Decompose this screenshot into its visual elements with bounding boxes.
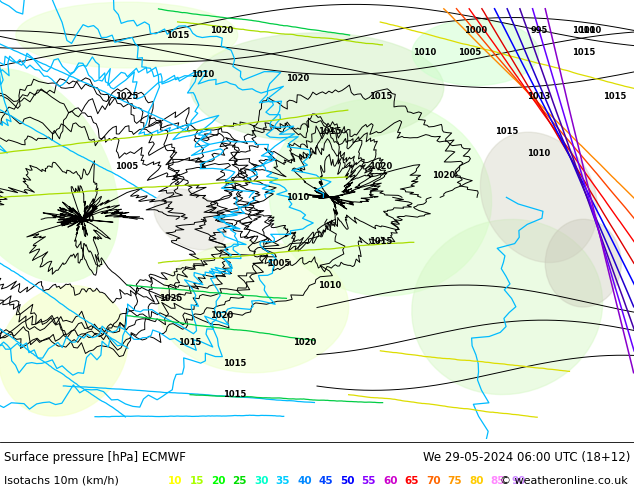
Text: 1015: 1015	[223, 360, 246, 368]
Text: 1030: 1030	[71, 215, 94, 224]
Text: 90: 90	[512, 476, 526, 486]
Text: 1025: 1025	[115, 92, 138, 101]
Text: 35: 35	[276, 476, 290, 486]
Text: 1015: 1015	[604, 92, 626, 101]
Text: 15: 15	[190, 476, 204, 486]
Text: 10: 10	[168, 476, 183, 486]
Ellipse shape	[269, 99, 491, 296]
Text: 75: 75	[448, 476, 462, 486]
Text: 1020: 1020	[210, 311, 233, 320]
Text: 50: 50	[340, 476, 354, 486]
Ellipse shape	[412, 220, 602, 394]
Ellipse shape	[190, 33, 444, 143]
Text: We 29-05-2024 06:00 UTC (18+12): We 29-05-2024 06:00 UTC (18+12)	[423, 451, 630, 464]
Text: 1010: 1010	[578, 26, 601, 35]
Text: 55: 55	[361, 476, 376, 486]
Text: 1010: 1010	[191, 70, 214, 79]
Ellipse shape	[481, 132, 597, 263]
Text: 85: 85	[491, 476, 505, 486]
Text: 1015: 1015	[496, 127, 519, 136]
Text: 30: 30	[254, 476, 269, 486]
Text: 1015: 1015	[369, 237, 392, 245]
Text: 80: 80	[469, 476, 484, 486]
Text: 1015: 1015	[572, 48, 595, 57]
Text: 995: 995	[530, 26, 548, 35]
Text: 1020: 1020	[210, 26, 233, 35]
Text: 25: 25	[233, 476, 247, 486]
Text: Isotachs 10m (km/h): Isotachs 10m (km/h)	[4, 476, 119, 486]
Text: 1000: 1000	[464, 26, 487, 35]
Text: 1020: 1020	[369, 162, 392, 171]
Text: 1005: 1005	[115, 162, 138, 171]
Ellipse shape	[0, 286, 128, 416]
Ellipse shape	[545, 220, 621, 307]
Text: 1010: 1010	[318, 281, 341, 290]
Text: 40: 40	[297, 476, 312, 486]
Text: 1005: 1005	[268, 259, 290, 268]
Text: 65: 65	[404, 476, 419, 486]
Text: 1020: 1020	[432, 171, 455, 180]
Text: 45: 45	[318, 476, 333, 486]
Text: 70: 70	[426, 476, 441, 486]
Text: 1015: 1015	[223, 390, 246, 399]
Text: 1015: 1015	[179, 338, 202, 346]
Text: 1010: 1010	[527, 149, 550, 158]
Ellipse shape	[0, 69, 119, 282]
Ellipse shape	[154, 189, 226, 250]
Text: 1015: 1015	[318, 127, 341, 136]
Text: 1010: 1010	[572, 26, 595, 35]
Text: Surface pressure [hPa] ECMWF: Surface pressure [hPa] ECMWF	[4, 451, 186, 464]
Text: 1025: 1025	[160, 294, 183, 303]
Text: 1020: 1020	[287, 74, 309, 83]
Text: 60: 60	[383, 476, 398, 486]
Ellipse shape	[412, 20, 539, 86]
Text: 1013: 1013	[527, 92, 550, 101]
Text: 20: 20	[211, 476, 226, 486]
Text: 1010: 1010	[287, 193, 309, 202]
Ellipse shape	[158, 241, 349, 373]
Text: © weatheronline.co.uk: © weatheronline.co.uk	[500, 476, 628, 486]
Text: 1015: 1015	[166, 30, 189, 40]
Text: 1005: 1005	[458, 48, 481, 57]
Text: 1020: 1020	[293, 338, 316, 346]
Text: 1010: 1010	[413, 48, 436, 57]
Ellipse shape	[16, 2, 238, 68]
Text: 1015: 1015	[369, 92, 392, 101]
